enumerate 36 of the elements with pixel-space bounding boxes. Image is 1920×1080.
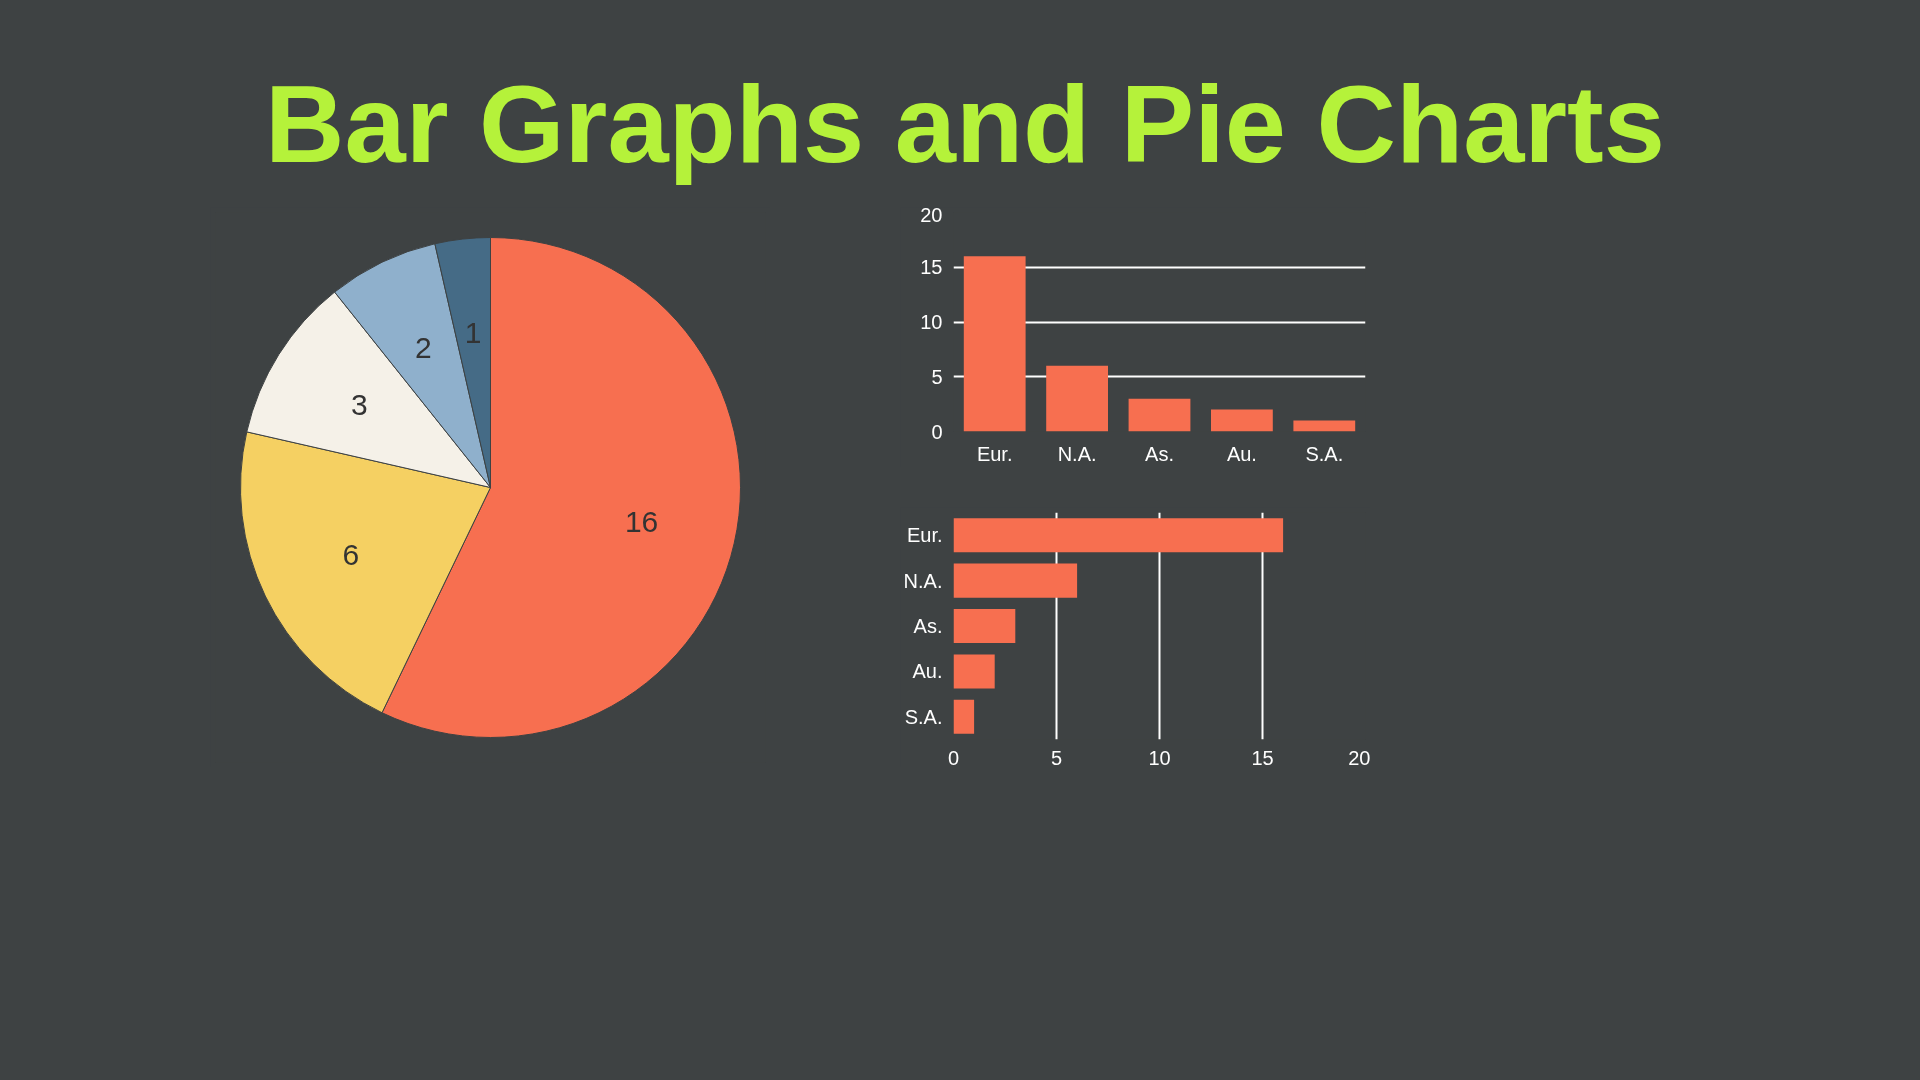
x-tick-label: As. xyxy=(1145,442,1174,465)
x-tick-label: 15 xyxy=(1251,746,1274,769)
y-tick-label: 5 xyxy=(931,365,943,388)
data-label: 2 xyxy=(414,330,432,364)
x-tick-label: Eur. xyxy=(976,442,1013,465)
bar xyxy=(1293,420,1356,432)
x-tick-label: Au. xyxy=(1226,442,1257,465)
x-tick-label: 10 xyxy=(1148,746,1171,769)
bar xyxy=(963,256,1026,432)
x-tick-label: S.A. xyxy=(1305,442,1344,465)
data-label: 1 xyxy=(464,316,482,350)
y-tick-label: N.A. xyxy=(903,569,943,592)
bar xyxy=(953,609,1016,644)
bar xyxy=(953,699,975,734)
bar xyxy=(953,654,995,689)
text: Bar Graphs and Pie Charts xyxy=(265,61,1665,187)
data-label: 6 xyxy=(342,537,360,571)
y-tick-label: Au. xyxy=(912,660,943,683)
x-tick-label: N.A. xyxy=(1057,442,1097,465)
x-tick-label: 0 xyxy=(947,746,960,769)
x-tick-label: 5 xyxy=(1050,746,1063,769)
y-tick-label: S.A. xyxy=(904,705,943,728)
data-label: 16 xyxy=(624,505,659,539)
bar xyxy=(953,563,1078,598)
data-label: 3 xyxy=(350,388,368,422)
bar xyxy=(1128,398,1191,432)
y-tick-label: 0 xyxy=(931,420,943,443)
y-tick-label: Eur. xyxy=(906,524,943,547)
y-tick-label: 15 xyxy=(920,256,943,279)
y-tick-label: As. xyxy=(913,615,943,638)
bar xyxy=(1211,409,1273,432)
y-tick-label: 10 xyxy=(920,311,943,334)
x-tick-label: 20 xyxy=(1348,746,1371,769)
y-tick-label: 20 xyxy=(920,203,943,226)
bar xyxy=(1046,365,1108,432)
bar xyxy=(953,518,1284,553)
